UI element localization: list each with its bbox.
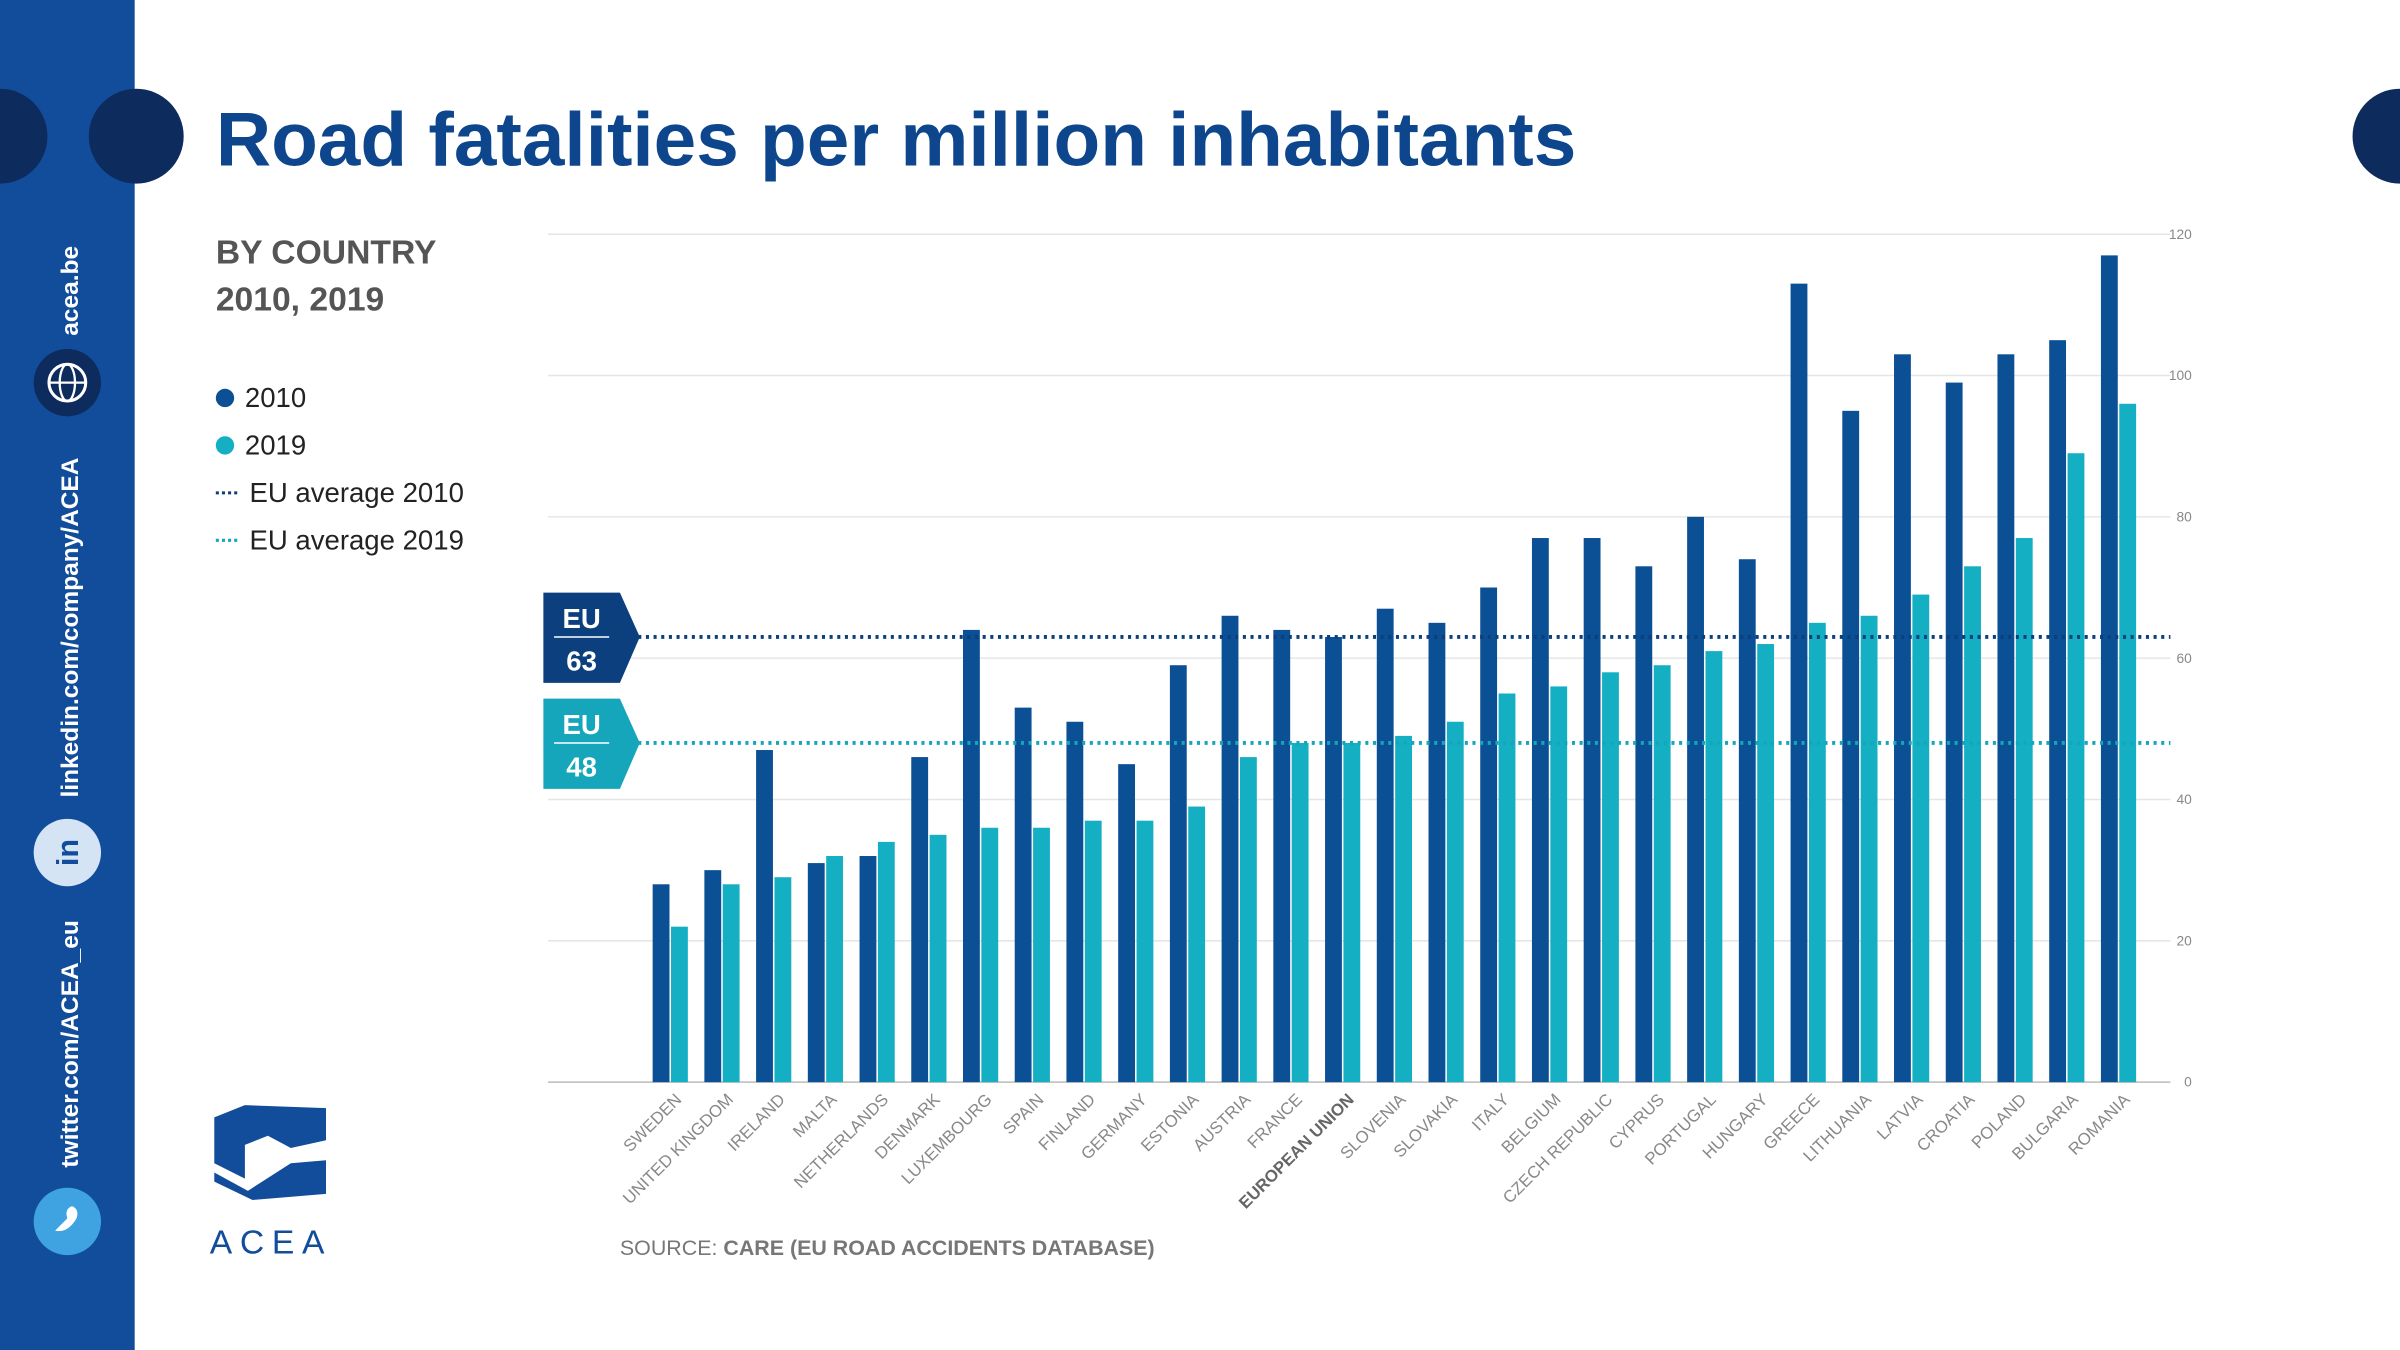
- bar: [1221, 615, 1239, 1083]
- bar: [1273, 629, 1291, 1083]
- bar: [826, 856, 844, 1083]
- bar: [911, 757, 929, 1083]
- bar: [1687, 516, 1704, 1083]
- bar: [2119, 403, 2137, 1083]
- bar: [2100, 255, 2118, 1083]
- bar: [1790, 283, 1808, 1083]
- bar: [1291, 742, 1309, 1083]
- source-text: CARE (EU ROAD ACCIDENTS DATABASE): [723, 1236, 1154, 1260]
- bar: [1395, 735, 1412, 1083]
- legend-label: EU average 2010: [249, 477, 463, 508]
- reference-label: EU: [562, 709, 600, 740]
- bar: [652, 884, 670, 1083]
- legend-marker: [215, 388, 235, 408]
- bar: [1325, 636, 1342, 1083]
- bar: [1635, 566, 1653, 1083]
- decor-circle: [88, 88, 184, 184]
- bar: [774, 877, 792, 1083]
- bar: [1188, 806, 1206, 1083]
- linkedin-link[interactable]: linkedin.com/company/ACEA: [57, 457, 84, 797]
- bar: [1376, 608, 1394, 1083]
- bar: [1014, 707, 1032, 1083]
- bar: [2067, 453, 2085, 1083]
- bar: [1653, 665, 1671, 1083]
- bar: [859, 856, 877, 1083]
- reference-label: EU: [562, 603, 600, 634]
- subtitle: BY COUNTRY: [216, 234, 437, 271]
- bar: [1480, 587, 1498, 1083]
- y-tick-label: 0: [2184, 1075, 2192, 1090]
- bar: [1428, 622, 1446, 1083]
- bar: [1084, 820, 1102, 1083]
- y-tick-label: 20: [2177, 933, 2193, 948]
- bar: [981, 827, 999, 1083]
- bar: [1343, 742, 1361, 1083]
- logo-shape: [214, 1105, 327, 1179]
- bar: [1550, 686, 1568, 1083]
- legend-label: EU average 2019: [249, 524, 463, 555]
- subtitle: 2010, 2019: [216, 282, 384, 319]
- logo-shape: [214, 1160, 327, 1200]
- y-tick-label: 60: [2177, 651, 2193, 666]
- bar: [722, 884, 740, 1083]
- bar: [1531, 538, 1549, 1083]
- bar: [1894, 354, 1911, 1083]
- y-tick-label: 100: [2169, 368, 2192, 383]
- linkedin-icon[interactable]: [33, 818, 102, 887]
- bar: [1066, 721, 1084, 1083]
- decor-circle: [2352, 88, 2400, 184]
- twitter-glyph: [55, 1206, 78, 1232]
- bar: [1446, 721, 1464, 1083]
- bar: [962, 629, 980, 1083]
- bar: [756, 750, 773, 1083]
- bar: [1498, 693, 1516, 1083]
- bar: [1964, 566, 1981, 1083]
- bar: [2049, 340, 2067, 1083]
- bar: [671, 926, 688, 1083]
- reference-value: 48: [566, 752, 597, 783]
- logo: ACEA: [210, 1105, 332, 1262]
- source-label: SOURCE:: [620, 1236, 718, 1260]
- legend-label: 2019: [245, 430, 306, 461]
- bar: [2015, 538, 2033, 1083]
- source: SOURCE: CARE (EU ROAD ACCIDENTS DATABASE…: [620, 1236, 1155, 1260]
- chart-title: Road fatalities per million inhabitants: [216, 97, 1576, 182]
- bar: [704, 870, 722, 1083]
- bar: [1033, 827, 1050, 1083]
- bar: [1583, 538, 1601, 1083]
- bar: [1118, 764, 1136, 1083]
- bar: [1602, 672, 1619, 1083]
- legend-marker: [215, 436, 235, 455]
- bar: [1808, 622, 1826, 1083]
- linkedin-glyph: in: [51, 839, 85, 866]
- bar: [1757, 644, 1775, 1083]
- bar: [807, 863, 825, 1083]
- bar: [1860, 615, 1878, 1083]
- twitter-link[interactable]: twitter.com/ACEA_eu: [57, 920, 84, 1167]
- bar: [1705, 651, 1723, 1083]
- decor-circle: [0, 88, 48, 184]
- bar: [1738, 559, 1756, 1083]
- reference-label-box: [543, 592, 640, 683]
- bar: [1239, 757, 1257, 1083]
- bar: [1997, 354, 2015, 1083]
- y-tick-label: 40: [2177, 792, 2193, 807]
- reference-value: 63: [566, 646, 597, 677]
- bar: [929, 834, 947, 1083]
- bar: [1842, 410, 1860, 1083]
- legend-label: 2010: [245, 382, 306, 413]
- bar: [1169, 665, 1187, 1083]
- y-tick-label: 120: [2169, 227, 2192, 242]
- website-link[interactable]: acea.be: [57, 246, 84, 336]
- bar: [1945, 382, 1963, 1083]
- y-tick-label: 80: [2177, 509, 2193, 524]
- sidebar: [0, 0, 135, 1350]
- bar: [1912, 594, 1930, 1083]
- bar: [877, 841, 895, 1083]
- logo-text: ACEA: [210, 1225, 332, 1262]
- bar: [1136, 820, 1154, 1083]
